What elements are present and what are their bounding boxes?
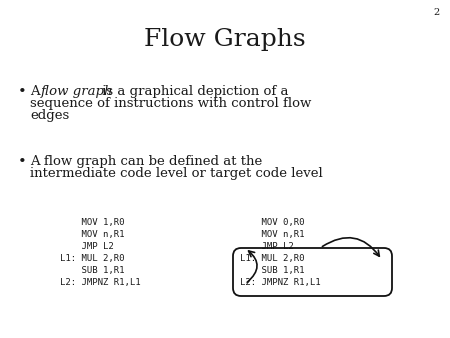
Text: SUB 1,R1: SUB 1,R1	[60, 266, 125, 275]
Text: L1: MUL 2,R0: L1: MUL 2,R0	[240, 254, 305, 263]
Text: SUB 1,R1: SUB 1,R1	[240, 266, 305, 275]
Text: •: •	[18, 85, 27, 99]
Text: edges: edges	[30, 109, 69, 122]
Text: L2: JMPNZ R1,L1: L2: JMPNZ R1,L1	[240, 278, 320, 287]
Text: A: A	[30, 85, 44, 98]
Text: MOV n,R1: MOV n,R1	[60, 230, 125, 239]
Text: is a graphical depiction of a: is a graphical depiction of a	[98, 85, 288, 98]
Text: •: •	[18, 155, 27, 169]
Text: 2: 2	[434, 8, 440, 17]
Text: sequence of instructions with control flow: sequence of instructions with control fl…	[30, 97, 311, 110]
Text: MOV n,R1: MOV n,R1	[240, 230, 305, 239]
Text: MOV 0,R0: MOV 0,R0	[240, 218, 305, 227]
Text: MOV 1,R0: MOV 1,R0	[60, 218, 125, 227]
Text: A flow graph can be defined at the: A flow graph can be defined at the	[30, 155, 262, 168]
Text: JMP L2: JMP L2	[240, 242, 294, 251]
Text: flow graph: flow graph	[41, 85, 113, 98]
Text: JMP L2: JMP L2	[60, 242, 114, 251]
Text: Flow Graphs: Flow Graphs	[144, 28, 306, 51]
Text: L2: JMPNZ R1,L1: L2: JMPNZ R1,L1	[60, 278, 140, 287]
Text: intermediate code level or target code level: intermediate code level or target code l…	[30, 167, 323, 180]
Text: L1: MUL 2,R0: L1: MUL 2,R0	[60, 254, 125, 263]
